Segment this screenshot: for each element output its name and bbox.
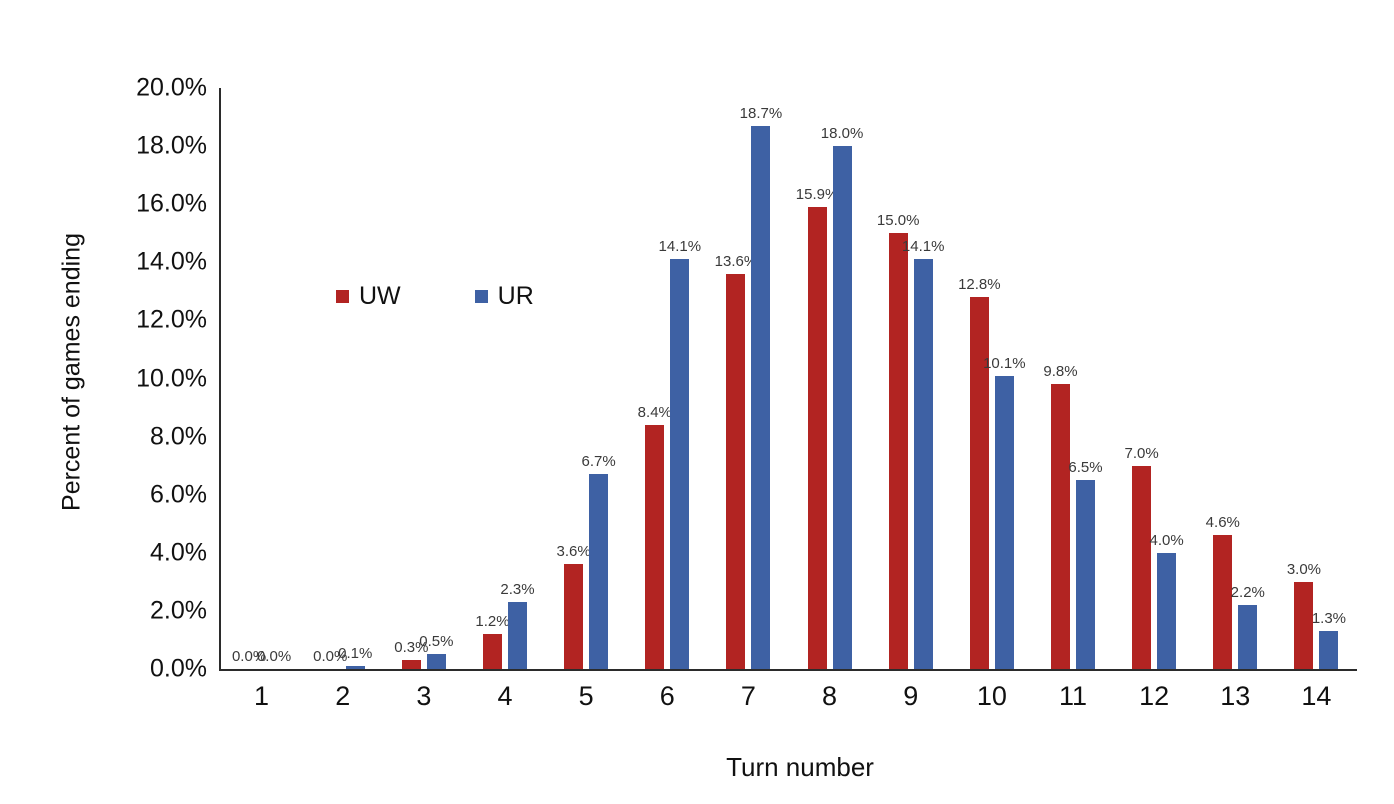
legend-swatch-ur-icon	[474, 290, 488, 303]
x-tick-label: 9	[903, 681, 919, 711]
bar-value-label-ur: 0.0%	[256, 648, 292, 665]
x-tick-label: 11	[1058, 681, 1088, 711]
bar-value-label-ur: 0.1%	[338, 645, 373, 663]
bar-value-label-uw: 15.9%	[795, 186, 839, 204]
x-tick-label: 5	[578, 681, 594, 711]
bar-value-label-ur: 18.0%	[820, 125, 864, 143]
x-tick-label: 6	[659, 681, 675, 711]
x-tick-label: 13	[1220, 681, 1251, 711]
bar-value-label-ur: 0.5%	[419, 633, 454, 651]
bar-value-label-uw: 3.6%	[556, 543, 591, 561]
x-tick-label: 14	[1301, 681, 1332, 711]
bar-value-label-uw: 0.0%	[231, 648, 267, 665]
legend-swatch-uw-icon	[336, 290, 349, 303]
bar-value-label-uw: 13.6%	[714, 252, 758, 270]
y-tick-label: 12.0%	[136, 305, 207, 334]
x-tick-label: 12	[1139, 681, 1170, 711]
y-tick-label: 6.0%	[150, 480, 207, 509]
x-tick-label: 8	[822, 681, 838, 711]
legend-label-uw: UW	[359, 282, 401, 310]
bar-value-label-ur: 6.5%	[1068, 459, 1103, 477]
bar-ur	[345, 666, 365, 669]
bar-uw	[1132, 465, 1152, 669]
bar-uw	[1213, 535, 1233, 669]
bar-ur	[1238, 605, 1258, 669]
bar-value-label-uw: 8.4%	[637, 403, 672, 421]
y-tick-label: 18.0%	[136, 131, 207, 160]
bar-ur	[751, 125, 771, 669]
bar-value-label-ur: 10.1%	[983, 354, 1026, 372]
bar-uw	[564, 564, 584, 669]
bar-uw	[969, 297, 989, 669]
bar-value-label-uw: 15.0%	[876, 212, 920, 230]
bar-uw	[645, 424, 665, 669]
legend-item-ur: UR	[474, 282, 534, 310]
bar-uw	[1051, 384, 1070, 669]
bar-value-label-ur: 18.7%	[739, 104, 783, 122]
x-tick-label: 1	[254, 681, 270, 711]
bar-uw	[401, 660, 421, 669]
bar-value-label-ur: 14.1%	[901, 238, 945, 256]
bar-value-label-ur: 6.7%	[581, 453, 616, 471]
y-tick-label: 2.0%	[150, 596, 207, 625]
x-tick-label: 3	[416, 681, 432, 711]
legend-label-ur: UR	[497, 282, 534, 310]
bar-uw	[888, 233, 908, 669]
bar-uw	[807, 207, 827, 669]
bar-ur	[426, 654, 446, 669]
x-tick-label: 4	[497, 681, 513, 711]
x-tick-label: 2	[335, 681, 351, 711]
bar-value-label-ur: 4.0%	[1149, 531, 1184, 549]
y-tick-label: 20.0%	[136, 73, 207, 102]
bar-ur	[994, 375, 1014, 669]
y-tick-label: 16.0%	[136, 189, 207, 218]
y-tick-label: 14.0%	[136, 247, 207, 276]
bar-ur	[1157, 552, 1177, 669]
bar-ur	[1319, 631, 1339, 669]
y-tick-label: 8.0%	[150, 422, 207, 451]
bar-value-label-uw: 9.8%	[1043, 363, 1078, 381]
bar-uw	[1294, 581, 1314, 669]
bar-value-label-uw: 3.0%	[1286, 560, 1322, 578]
bar-value-label-ur: 2.2%	[1230, 584, 1265, 602]
y-axis-title: Percent of games ending	[57, 233, 86, 511]
bar-ur	[589, 474, 609, 669]
x-tick-label: 10	[976, 681, 1007, 711]
bar-uw	[483, 634, 502, 669]
legend: UW UR	[336, 284, 534, 309]
bar-value-label-uw: 12.8%	[958, 276, 1001, 294]
bar-value-label-uw: 7.0%	[1124, 444, 1159, 462]
plot-area: UW UR 0.0% 2.0% 4.0% 6.0% 8.0% 10.0% 12.0% 14.0%…	[136, 75, 1357, 710]
bar-value-label-uw: 0.3%	[394, 639, 429, 657]
legend-item-uw: UW	[336, 284, 401, 309]
bar-ur	[832, 146, 852, 669]
bar-ur	[670, 259, 690, 669]
y-tick-label: 0.0%	[150, 654, 207, 683]
bar-ur	[913, 259, 933, 669]
bar-value-label-ur: 2.3%	[500, 581, 535, 599]
bar-ur	[508, 602, 527, 669]
bar-ur	[1076, 480, 1095, 669]
y-tick-label: 10.0%	[136, 364, 207, 392]
bar-value-label-uw: 0.0%	[313, 648, 348, 665]
bar-value-label-ur: 14.1%	[658, 238, 702, 256]
bar-uw	[726, 273, 746, 669]
y-tick-label: 4.0%	[150, 538, 207, 567]
bar-value-label-uw: 4.6%	[1205, 514, 1240, 532]
x-axis-title: Turn number	[726, 752, 874, 782]
bar-value-label-uw: 1.2%	[475, 613, 510, 631]
x-tick-label: 7	[740, 681, 756, 711]
bar-value-label-ur: 1.3%	[1311, 610, 1347, 628]
